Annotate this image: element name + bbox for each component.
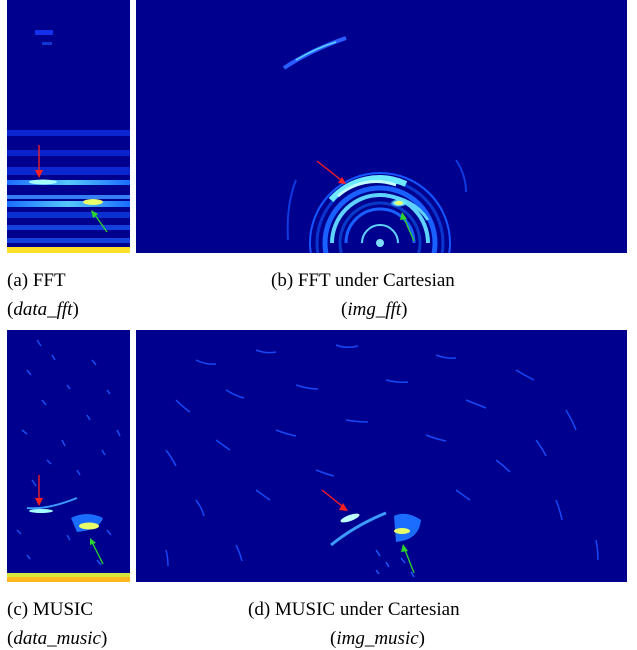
panel-b-fft-cartesian <box>136 0 627 253</box>
panel-d-music-cartesian <box>136 330 627 582</box>
green-arrow-d <box>404 549 415 574</box>
caption-b-sub: (img_fft) <box>341 299 408 320</box>
green-arrow-a <box>94 214 108 233</box>
caption-a: (a) FFT <box>7 269 66 292</box>
caption-a-title: (a) FFT <box>7 270 66 291</box>
caption-a-sub: (data_fft) <box>7 299 79 320</box>
caption-c-sub: (data_music) <box>7 628 108 649</box>
panel-c-music-heatmap <box>7 330 130 582</box>
panel-a-canvas <box>7 0 130 253</box>
caption-b: (b) FFT under Cartesian <box>271 269 455 292</box>
caption-d-sub: (img_music) <box>330 628 425 649</box>
caption-d-title: (d) MUSIC under Cartesian <box>248 599 460 620</box>
panel-a-fft-heatmap <box>7 0 130 253</box>
caption-c: (c) MUSIC <box>7 598 93 621</box>
panel-b-canvas <box>136 0 627 253</box>
caption-a-var: data_fft <box>13 299 73 320</box>
green-arrow-b <box>403 217 415 242</box>
caption-d: (d) MUSIC under Cartesian <box>248 598 460 621</box>
red-arrow-d <box>321 489 343 507</box>
panel-c-canvas <box>7 330 130 582</box>
panel-d-canvas <box>136 330 627 582</box>
caption-b-title: (b) FFT under Cartesian <box>271 270 455 291</box>
caption-d-var: img_music <box>336 628 419 649</box>
caption-c-title: (c) MUSIC <box>7 599 94 620</box>
green-arrow-c <box>92 543 104 565</box>
caption-c-var: data_music <box>13 628 101 649</box>
red-arrow-b <box>316 160 342 181</box>
caption-b-var: img_fft <box>347 299 402 320</box>
